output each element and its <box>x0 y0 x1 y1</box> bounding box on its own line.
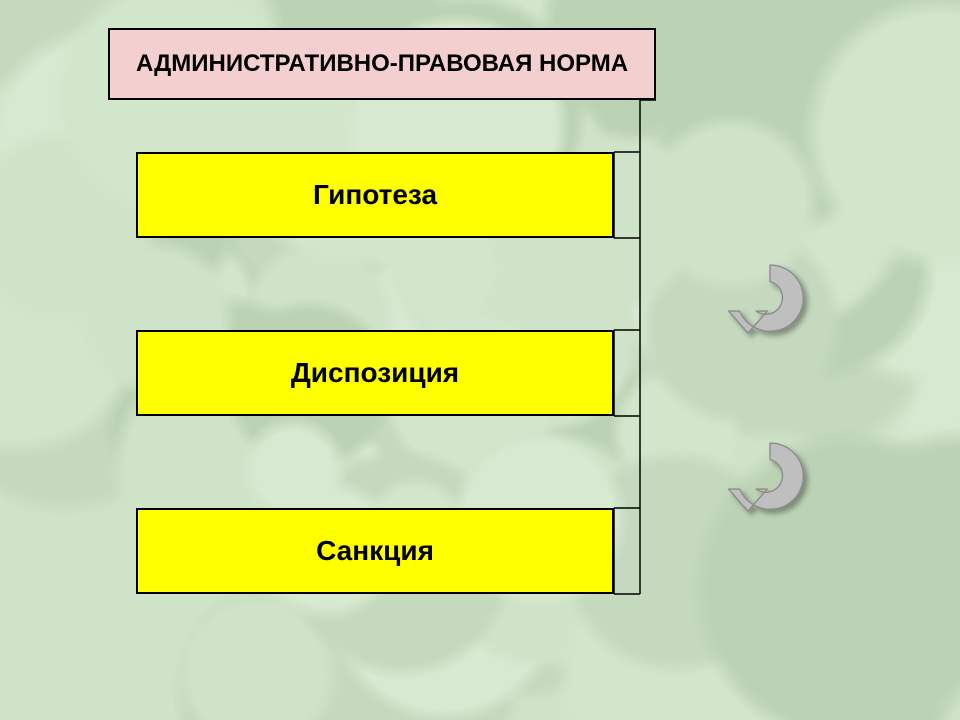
header-label: АДМИНИСТРАТИВНО-ПРАВОВАЯ НОРМА <box>136 50 628 78</box>
flow-arrow-icon <box>724 432 816 524</box>
header-box: АДМИНИСТРАТИВНО-ПРАВОВАЯ НОРМА <box>108 28 656 100</box>
item-box-disposition: Диспозиция <box>136 330 614 416</box>
item-box-hypothesis: Гипотеза <box>136 152 614 238</box>
item-label: Гипотеза <box>313 179 437 211</box>
item-box-sanction: Санкция <box>136 508 614 594</box>
flow-arrow-icon <box>724 254 816 346</box>
item-label: Санкция <box>316 535 434 567</box>
diagram-canvas: АДМИНИСТРАТИВНО-ПРАВОВАЯ НОРМА Гипотеза … <box>0 0 960 720</box>
item-label: Диспозиция <box>291 357 459 389</box>
